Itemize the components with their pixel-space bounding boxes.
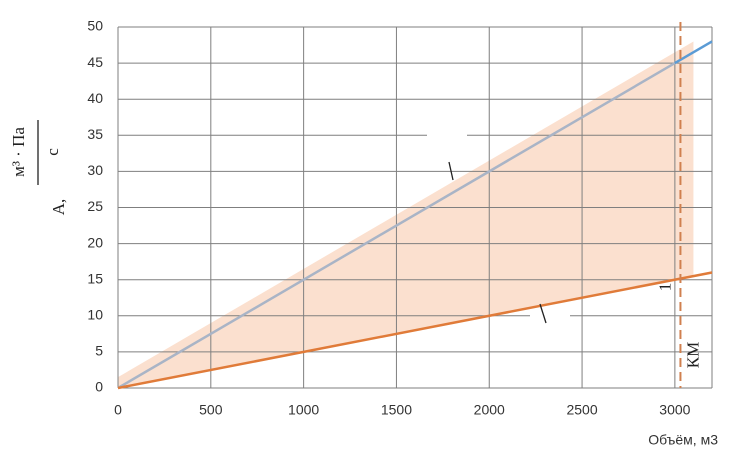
vline-label: КМ — [683, 342, 702, 368]
y-tick-label: 45 — [87, 54, 103, 70]
shaded-area — [118, 41, 694, 388]
y-tick-label: 20 — [87, 234, 103, 250]
y-tick-label: 15 — [87, 270, 103, 286]
x-tick-label: 1500 — [381, 402, 412, 418]
label-gap — [427, 133, 467, 138]
y-tick-label: 30 — [87, 162, 103, 178]
y-label-prefix: А, — [49, 199, 68, 216]
point-label: 1 — [655, 283, 674, 292]
y-tick-label: 5 — [95, 343, 103, 359]
y-tick-label: 35 — [87, 126, 103, 142]
x-tick-label: 500 — [199, 402, 223, 418]
y-tick-label: 40 — [87, 90, 103, 106]
x-tick-label: 2000 — [474, 402, 505, 418]
x-axis-label: Объём, м3 — [648, 432, 718, 448]
x-tick-label: 1000 — [288, 402, 319, 418]
x-tick-label: 3000 — [659, 402, 690, 418]
y-tick-label: 50 — [87, 18, 103, 34]
x-tick-label: 2500 — [566, 402, 597, 418]
data-line — [674, 40, 713, 65]
data-line — [117, 62, 676, 390]
y-tick-label: 10 — [87, 307, 103, 323]
y-tick-label: 25 — [87, 198, 103, 214]
leader-tick — [448, 161, 454, 181]
label-gap — [530, 313, 570, 318]
y-label-numerator: м³ · Па — [9, 127, 28, 177]
x-tick-label: 0 — [114, 402, 122, 418]
leader-tick — [539, 303, 547, 324]
y-tick-label: 0 — [95, 379, 103, 395]
data-line — [117, 271, 713, 390]
y-label-denominator: с — [43, 148, 62, 156]
y-axis-label: м³ · Па с А, — [9, 120, 68, 215]
